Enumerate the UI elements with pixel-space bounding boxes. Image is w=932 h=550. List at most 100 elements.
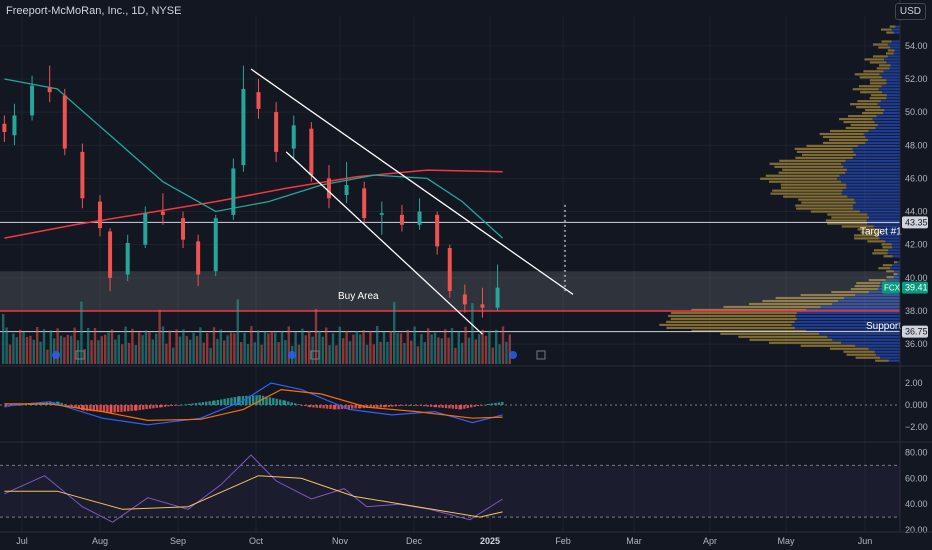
volume-bar (80, 301, 83, 364)
macd-histogram-bar (216, 400, 220, 405)
volume-bar (138, 332, 141, 364)
candle-body (108, 231, 113, 278)
volume-bar (59, 335, 63, 364)
rsi-y-tick-label: 80.00 (905, 447, 928, 457)
volume-profile-bar (659, 323, 792, 326)
volume-bar (63, 337, 66, 364)
volume-profile-bar (889, 25, 896, 28)
macd-histogram-bar (300, 405, 304, 406)
macd-histogram-bar (334, 405, 337, 410)
macd-histogram-bar (409, 405, 412, 406)
volume-profile-bar (876, 114, 900, 118)
volume-bar (403, 343, 406, 364)
volume-profile-bar (839, 174, 900, 177)
support-tag-label: 36.75 (905, 327, 928, 337)
volume-profile-bar (893, 261, 898, 264)
volume-bar (56, 328, 59, 364)
macd-histogram-bar (116, 405, 120, 413)
volume-profile-bar (882, 231, 900, 234)
macd-histogram-bar (419, 405, 423, 406)
macd-histogram-bar (293, 403, 297, 405)
x-tick-label: Jun (858, 536, 873, 546)
candle-body (231, 168, 236, 215)
volume-bar (325, 327, 328, 364)
volume-profile-bar (827, 335, 900, 338)
volume-bar (223, 340, 226, 364)
macd-histogram-bar (265, 396, 268, 405)
volume-profile-bar (876, 67, 890, 70)
volume-profile-bar (883, 70, 900, 73)
volume-profile-bar (873, 249, 889, 252)
volume-bar (76, 340, 80, 364)
x-tick-label: 2025 (480, 536, 500, 546)
volume-profile-bar (883, 255, 893, 258)
candle-body (125, 243, 130, 275)
y-tick-label: 46.00 (905, 173, 928, 183)
volume-profile-bar (884, 58, 900, 61)
volume-bar (495, 329, 498, 364)
currency-button[interactable]: USD (894, 3, 926, 20)
macd-histogram-bar (261, 395, 265, 405)
volume-bar (206, 333, 209, 364)
volume-profile-bar (841, 225, 874, 228)
volume-profile (659, 25, 900, 362)
macd-histogram-bar (283, 400, 287, 405)
volume-bar (246, 344, 250, 364)
volume-bar (461, 342, 464, 364)
volume-bar (42, 329, 46, 364)
volume-bar (36, 327, 39, 364)
candle-body (213, 218, 218, 272)
volume-profile-bar (860, 231, 883, 234)
volume-bar (423, 342, 426, 364)
volume-bar (393, 302, 396, 364)
volume-profile-bar (842, 189, 900, 192)
macd-histogram-bar (92, 405, 95, 412)
volume-bar (440, 338, 443, 364)
macd-histogram-bar (444, 405, 448, 409)
volume-bar (321, 336, 324, 364)
volume-profile-bar (778, 171, 846, 174)
x-tick-label: Apr (703, 536, 717, 546)
volume-bar (185, 336, 188, 364)
volume-profile-bar (863, 70, 884, 73)
volume-profile-bar (882, 91, 900, 94)
volume-profile-bar (801, 201, 856, 204)
macd-histogram-bar (74, 405, 77, 408)
volume-bar (178, 336, 182, 364)
volume-profile-bar (863, 132, 900, 136)
candle-body (256, 92, 261, 109)
volume-bar (345, 331, 348, 364)
volume-profile-bar (794, 147, 853, 151)
earnings-marker-icon (75, 350, 85, 360)
volume-profile-bar (855, 344, 900, 347)
volume-bar (53, 338, 56, 364)
volume-profile-bar (890, 64, 900, 67)
macd-histogram-bar (332, 405, 336, 410)
volume-bar (189, 339, 192, 364)
macd-histogram-bar (17, 405, 21, 406)
volume-profile-bar (823, 141, 866, 145)
volume-bar (498, 344, 501, 364)
volume-profile-bar (875, 353, 900, 356)
volume-profile-bar (887, 43, 900, 46)
volume-profile-bar (839, 117, 873, 121)
volume-profile-bar (779, 159, 846, 162)
macd-y-tick-label: 0.000 (905, 400, 928, 410)
volume-bar (376, 326, 379, 364)
volume-bar (253, 342, 256, 364)
candle-body (399, 214, 404, 225)
target-tag-label: 43.35 (905, 217, 928, 227)
volume-bar (505, 341, 508, 364)
volume-profile-bar (886, 97, 900, 100)
volume-bar (29, 335, 32, 364)
macd-histogram-bar (155, 405, 159, 408)
volume-profile-bar (881, 28, 892, 31)
volume-bar (359, 334, 362, 364)
volume-profile-bar (857, 100, 881, 103)
volume-bar (229, 332, 233, 364)
volume-profile-bar (852, 156, 900, 159)
volume-profile-bar (796, 317, 900, 321)
macd-histogram-bar (138, 405, 142, 411)
volume-profile-bar (892, 255, 900, 258)
